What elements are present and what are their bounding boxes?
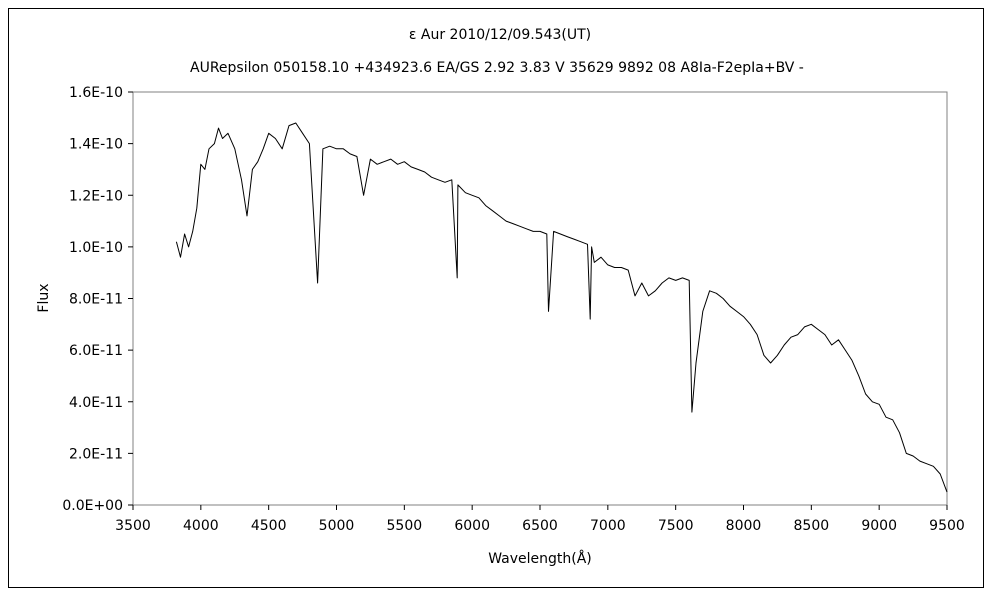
spectrum-line bbox=[175, 122, 948, 493]
x-tick-label: 4000 bbox=[183, 518, 219, 534]
x-tick-label: 8500 bbox=[794, 518, 830, 534]
x-tick-label: 9000 bbox=[861, 518, 897, 534]
y-tick-label: 6.0E-11 bbox=[69, 343, 123, 359]
x-tick-label: 7500 bbox=[658, 518, 694, 534]
y-tick-label: 1.6E-10 bbox=[69, 85, 123, 101]
x-tick-label: 5500 bbox=[387, 518, 423, 534]
y-axis-ticks: 0.0E+00 2.0E-11 4.0E-11 6.0E-11 8.0E-11 1.0E-… bbox=[62, 85, 133, 514]
y-tick-label: 2.0E-11 bbox=[69, 446, 123, 462]
x-tick-label: 6500 bbox=[522, 518, 558, 534]
x-tick-label: 3500 bbox=[115, 518, 151, 534]
x-tick-label: 7000 bbox=[590, 518, 626, 534]
x-tick-label: 9500 bbox=[929, 518, 965, 534]
y-axis-label: Flux bbox=[36, 283, 52, 312]
chart-title: ε Aur 2010/12/09.543(UT) bbox=[408, 27, 592, 43]
x-tick-label: 8000 bbox=[726, 518, 762, 534]
x-tick-label: 6000 bbox=[454, 518, 490, 534]
plot-area bbox=[132, 91, 948, 506]
x-axis-ticks: 3500 4000 4500 5000 5500 6000 6500 7000 7500 8000… bbox=[115, 505, 965, 534]
y-tick-label: 4.0E-11 bbox=[69, 395, 123, 411]
x-axis-label: Wavelength(Å) bbox=[488, 550, 592, 567]
series-group bbox=[175, 122, 948, 493]
y-tick-label: 1.2E-10 bbox=[69, 188, 123, 204]
x-tick-label: 4500 bbox=[251, 518, 287, 534]
y-tick-label: 1.4E-10 bbox=[69, 137, 123, 153]
y-tick-label: 0.0E+00 bbox=[62, 498, 123, 514]
chart-subtitle: AURepsilon 050158.10 +434923.6 EA/GS 2.9… bbox=[190, 60, 804, 76]
y-tick-label: 8.0E-11 bbox=[69, 292, 123, 308]
y-tick-label: 1.0E-10 bbox=[69, 240, 123, 256]
x-tick-label: 5000 bbox=[319, 518, 355, 534]
